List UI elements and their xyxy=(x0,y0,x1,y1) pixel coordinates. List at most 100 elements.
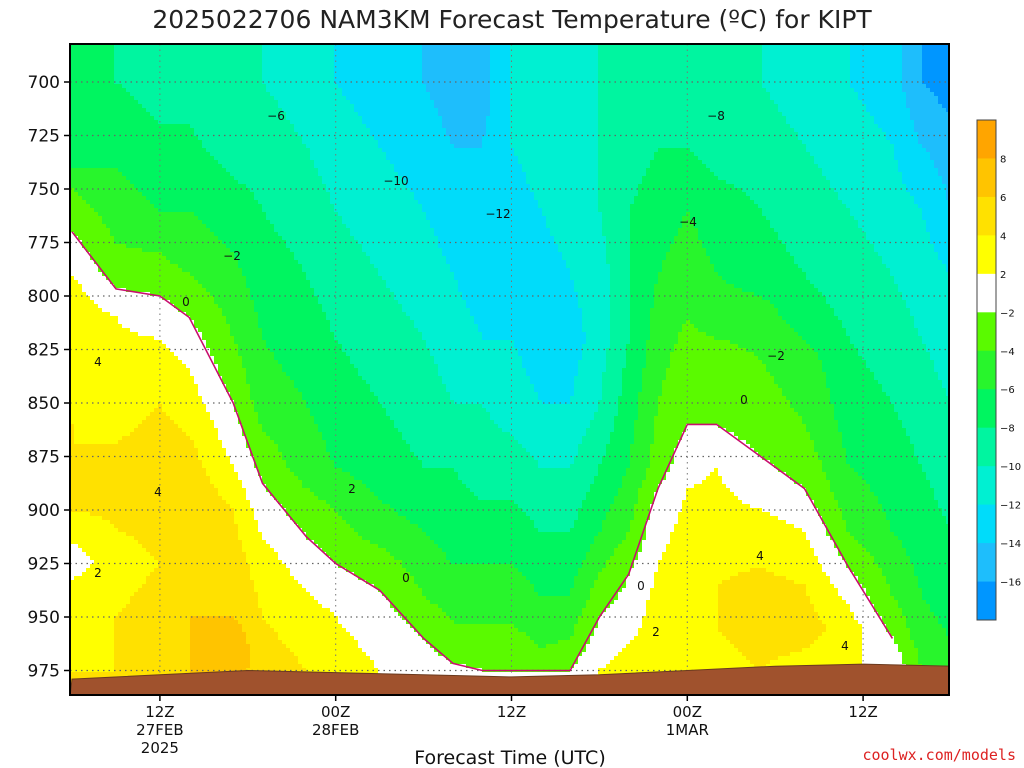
temp-cell xyxy=(882,44,887,133)
temp-cell xyxy=(110,444,115,525)
temp-cell xyxy=(574,456,579,521)
temp-cell xyxy=(462,148,467,301)
temp-cell xyxy=(338,624,343,695)
temp-cell xyxy=(290,124,295,253)
temp-cell xyxy=(882,624,887,673)
temp-cell xyxy=(906,308,911,437)
temp-cell xyxy=(114,528,119,617)
colorbar-label: −12 xyxy=(1000,501,1021,512)
temp-cell xyxy=(126,180,131,249)
temp-cell xyxy=(138,104,143,193)
temp-cell xyxy=(866,596,871,673)
temp-cell xyxy=(158,124,163,213)
temp-cell xyxy=(518,44,523,165)
temp-cell xyxy=(226,392,231,457)
temp-cell xyxy=(134,44,139,101)
temp-cell xyxy=(694,156,699,229)
temp-cell xyxy=(782,396,787,473)
temp-cell xyxy=(426,644,431,695)
temp-cell xyxy=(306,148,311,281)
temp-cell xyxy=(738,44,743,189)
temp-cell xyxy=(526,452,531,517)
temp-cell xyxy=(94,44,99,169)
x-tick-label: 1MAR xyxy=(666,721,709,739)
temp-cell xyxy=(770,304,775,377)
temp-cell xyxy=(522,576,527,633)
temp-cell xyxy=(942,388,947,517)
temp-cell xyxy=(318,604,323,695)
temp-cell xyxy=(878,568,883,617)
temp-cell xyxy=(674,344,679,449)
temp-cell xyxy=(742,440,747,505)
temp-cell xyxy=(294,476,299,525)
temp-cell xyxy=(622,588,627,649)
temp-cell xyxy=(770,464,775,517)
temp-cell xyxy=(430,604,435,649)
temp-cell xyxy=(638,44,643,185)
temp-cell xyxy=(514,156,519,349)
temp-cell xyxy=(310,288,315,417)
temp-cell xyxy=(530,384,535,457)
temp-cell xyxy=(426,536,431,601)
temp-cell xyxy=(738,500,743,573)
temp-cell xyxy=(586,428,591,493)
temp-cell xyxy=(662,552,667,695)
y-tick-label: 725 xyxy=(28,127,60,147)
temp-cell xyxy=(346,572,351,633)
temp-cell xyxy=(158,252,163,297)
temp-cell xyxy=(70,544,75,581)
temp-cell xyxy=(130,248,135,293)
temp-cell xyxy=(262,44,267,85)
temp-cell xyxy=(554,644,559,673)
temp-cell xyxy=(778,472,783,521)
temp-cell xyxy=(578,444,583,509)
temp-cell xyxy=(390,164,395,293)
temp-cell xyxy=(326,504,331,557)
temp-cell xyxy=(346,524,351,573)
temp-cell xyxy=(810,156,815,285)
temp-cell xyxy=(214,364,219,429)
temp-cell xyxy=(886,44,891,141)
temp-cell xyxy=(834,44,839,193)
temp-cell xyxy=(70,188,75,233)
temp-cell xyxy=(738,572,743,653)
temp-cell xyxy=(782,244,787,321)
temp-cell xyxy=(390,608,395,695)
temp-cell xyxy=(122,328,127,437)
temp-cell xyxy=(314,496,319,545)
temp-cell xyxy=(394,560,399,613)
temp-cell xyxy=(246,44,251,189)
temp-cell xyxy=(626,468,631,533)
temp-cell xyxy=(930,360,935,489)
temp-cell xyxy=(938,104,943,177)
temp-cell xyxy=(386,600,391,695)
temp-cell xyxy=(86,512,91,557)
temp-cell xyxy=(846,44,851,209)
temp-cell xyxy=(882,264,887,393)
temp-cell xyxy=(794,264,799,333)
temp-cell xyxy=(222,44,227,169)
temp-cell xyxy=(334,44,339,85)
temp-cell xyxy=(778,388,783,473)
temp-cell xyxy=(358,116,363,245)
temp-cell xyxy=(390,44,395,165)
temp-cell xyxy=(518,572,523,633)
temp-cell xyxy=(126,436,131,537)
temp-cell xyxy=(194,616,199,695)
temp-cell xyxy=(334,468,339,513)
temp-cell xyxy=(250,456,255,509)
temp-cell xyxy=(470,564,475,625)
temp-cell xyxy=(810,500,815,549)
temp-cell xyxy=(126,44,131,93)
temp-cell xyxy=(518,632,523,673)
colorbar-label: −8 xyxy=(1000,424,1015,435)
temp-cell xyxy=(318,500,323,549)
temp-cell xyxy=(82,512,87,553)
temp-cell xyxy=(478,148,483,333)
temp-cell xyxy=(226,172,231,249)
temp-cell xyxy=(286,44,291,121)
temp-cell xyxy=(238,44,243,185)
temp-cell xyxy=(398,432,403,517)
temp-cell xyxy=(274,44,279,101)
